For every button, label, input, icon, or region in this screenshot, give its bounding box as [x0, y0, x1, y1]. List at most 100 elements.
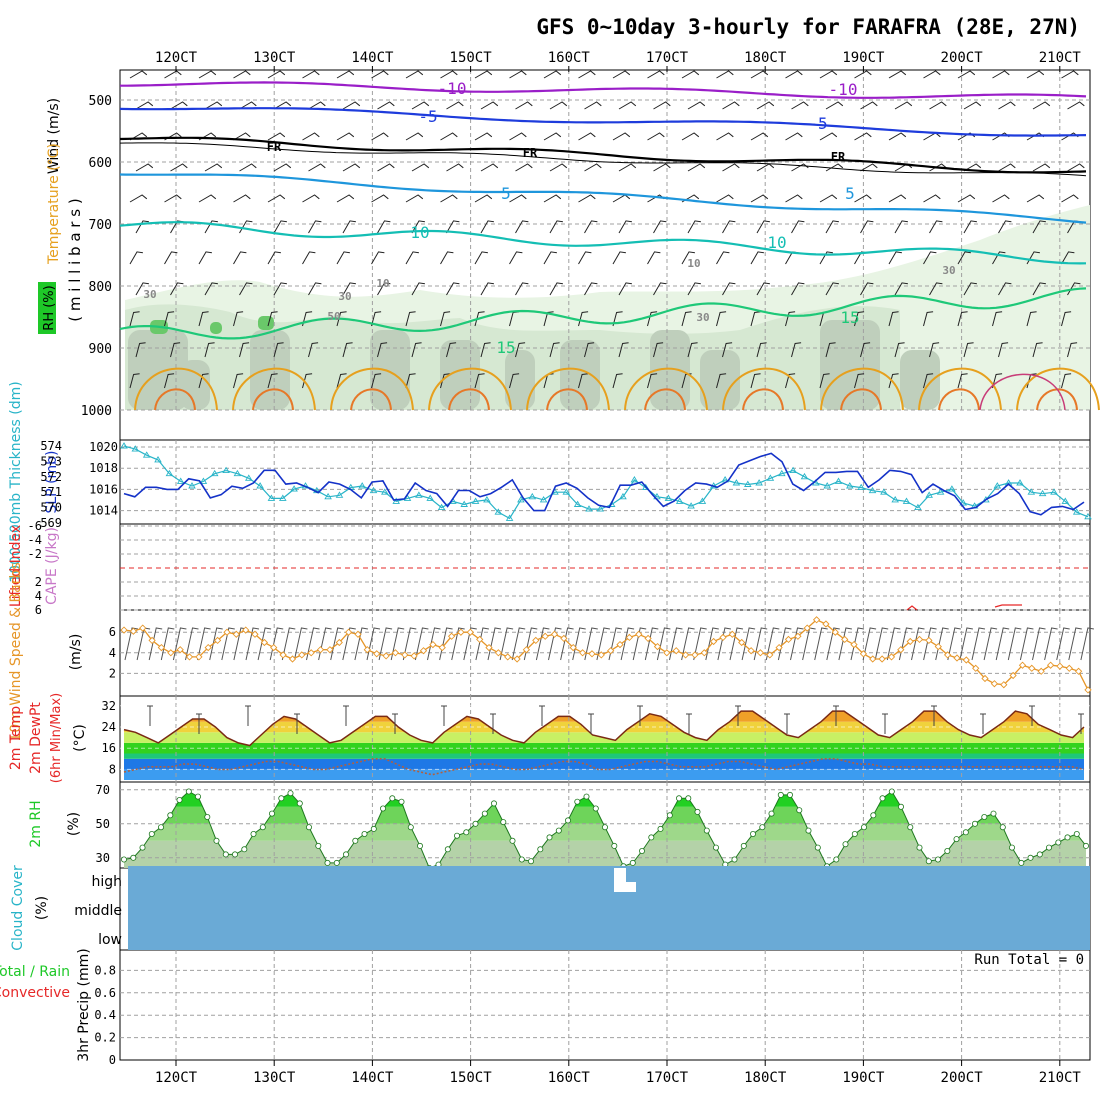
contour-label: -10 [829, 80, 858, 99]
wind-barb [963, 101, 982, 110]
isotherm-15 [119, 287, 1087, 340]
wind-barb [681, 70, 700, 79]
rh2m-point [185, 788, 192, 795]
wind10-point [260, 638, 269, 647]
wind-barb [888, 373, 899, 389]
wind10-barb [257, 627, 272, 661]
rh2m-point [444, 846, 451, 853]
rh2m-point [574, 798, 581, 805]
isotherm-warm [134, 367, 218, 411]
wind10-barb [669, 627, 683, 661]
wind10-point [373, 650, 381, 658]
left-axis-labels: Wind (m/s) Temperature (°C) RH (%) ( m i… [0, 98, 92, 1062]
wind-barb [963, 220, 977, 234]
bottom-time-label: 120CT [155, 1070, 198, 1086]
wind-barb [336, 373, 347, 389]
thickness-point [766, 474, 775, 481]
thickness-point [778, 469, 786, 477]
wind10-point [663, 649, 671, 657]
wind-barb [722, 163, 740, 172]
temp-band [124, 769, 1084, 780]
wind10-point [831, 628, 839, 636]
rh2m-point [777, 791, 784, 798]
wind10-point [672, 647, 680, 655]
wind-barb [584, 220, 598, 234]
wind-barb [957, 311, 968, 327]
wind10-point [363, 646, 371, 654]
wind10-barb [523, 627, 538, 661]
wind-barb [405, 132, 424, 141]
wind-barb [618, 163, 637, 172]
top-time-axis: 120CT 130CT 140CT 150CT 160CT 170CT 180CT 190CT… [155, 50, 1081, 72]
wind10-point [438, 643, 446, 652]
thickness-point [857, 483, 865, 491]
isotherm-minus10 [120, 81, 1087, 99]
wind-barb [377, 101, 395, 110]
pressure-tick: 600 [89, 156, 112, 171]
wind-barb [722, 282, 736, 296]
wind10-point [279, 651, 287, 659]
wind10-point [120, 626, 128, 634]
thickness-point [358, 482, 366, 489]
wind-barb [474, 132, 493, 141]
wind-barb [446, 220, 460, 234]
thickness-point [369, 486, 378, 494]
wind-barb [204, 282, 218, 296]
wind-barb [1032, 220, 1046, 234]
wind10-barb [209, 627, 223, 661]
thickness-tick: 572 [40, 470, 62, 484]
wind-barb [584, 101, 602, 110]
bottom-time-label: 180CT [744, 1070, 787, 1086]
wind-barb [515, 282, 529, 296]
thickness-point [664, 494, 673, 501]
wind10-point [391, 649, 400, 657]
wind-barb [198, 251, 212, 265]
wind-barb [129, 311, 140, 327]
wind-barb [825, 342, 836, 358]
wind-barb [480, 342, 491, 358]
precip-total-label: Total / Rain [0, 964, 70, 980]
wind-barb [716, 194, 734, 203]
wind-barb [273, 163, 292, 172]
cape-label: CAPE (J/kg) [44, 527, 60, 605]
wind-barb [515, 101, 533, 110]
top-time-label: 160CT [548, 50, 591, 66]
wind-barb [963, 282, 977, 296]
thickness-point [539, 496, 548, 503]
wind-barb [653, 342, 664, 358]
wind-barb [992, 373, 1003, 389]
rh2m-point [676, 795, 683, 802]
wind10-barb [1044, 627, 1058, 661]
rh2m-point [953, 836, 960, 843]
wind-barb [750, 251, 764, 265]
wind-barb [860, 101, 878, 110]
rh2m-point [639, 848, 646, 855]
wind10-barb [717, 627, 731, 661]
wind-barb [233, 132, 251, 141]
wind10-point [560, 634, 568, 643]
wind10-barb [378, 627, 393, 661]
thickness-point [1050, 488, 1058, 495]
rh2m-point [342, 851, 349, 858]
rh2m-point [768, 810, 775, 817]
rh2m-point [241, 846, 248, 853]
wind10-point [972, 664, 980, 672]
wind-barb [405, 194, 424, 203]
wind-barb [440, 311, 451, 327]
contour-label: 30 [696, 311, 709, 324]
wind-tick: 2 [109, 666, 116, 680]
wind-barb [371, 70, 389, 79]
wind-barb [440, 373, 451, 389]
wind-barb [923, 373, 934, 389]
wind-barb [302, 132, 320, 141]
bottom-time-label: 190CT [842, 1070, 885, 1086]
wind-barb [446, 342, 457, 358]
minmax-whisker [735, 705, 741, 726]
wind-barb [819, 70, 838, 79]
pressure-tick: 700 [89, 218, 112, 233]
wind-barb [929, 220, 943, 234]
wind10-point [962, 656, 970, 664]
thickness-point [562, 488, 571, 495]
thickness-point [279, 494, 287, 501]
wind-barb [791, 282, 805, 296]
